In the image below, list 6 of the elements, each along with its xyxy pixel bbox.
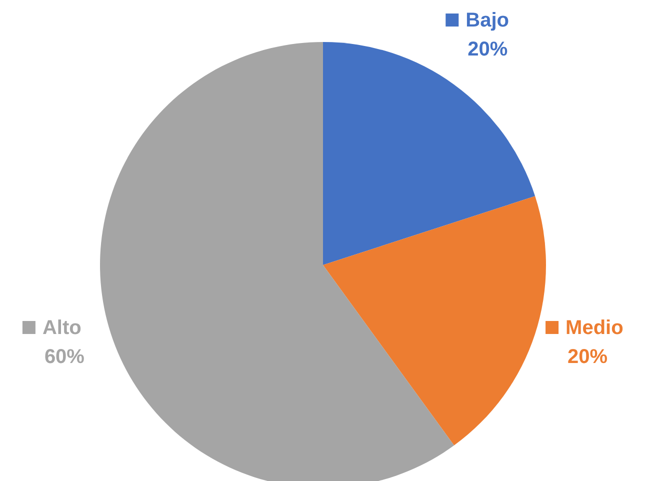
data-label: 60% [44,346,85,368]
legend-label: Alto [42,316,82,339]
data-label: 20% [568,346,608,368]
data-label: 20% [468,38,508,61]
legend-label: Medio [566,316,624,339]
legend-label: Bajo [466,10,509,32]
